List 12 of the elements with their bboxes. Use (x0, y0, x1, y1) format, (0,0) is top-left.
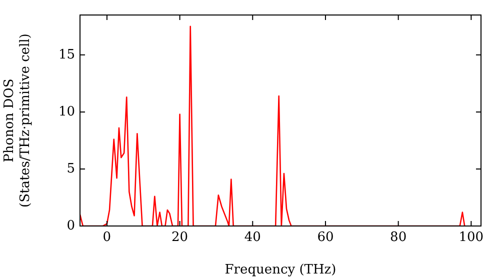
y-tick-label: 5 (66, 161, 75, 176)
x-tick-label: 0 (102, 230, 112, 246)
x-tick-label: 80 (390, 230, 407, 246)
x-tick-label: 100 (458, 230, 484, 246)
y-axis-title: Phonon DOS (States/THz·primitive cell) (2, 33, 33, 208)
x-tick-label: 40 (244, 230, 261, 246)
x-tick-label: 20 (172, 230, 188, 246)
y-tick-label: 0 (66, 218, 75, 234)
x-axis-title: Frequency (THz) (224, 262, 336, 278)
x-tick-label: 60 (317, 230, 334, 246)
y-tick-label: 10 (58, 104, 75, 120)
y-tick-label: 15 (58, 47, 75, 62)
